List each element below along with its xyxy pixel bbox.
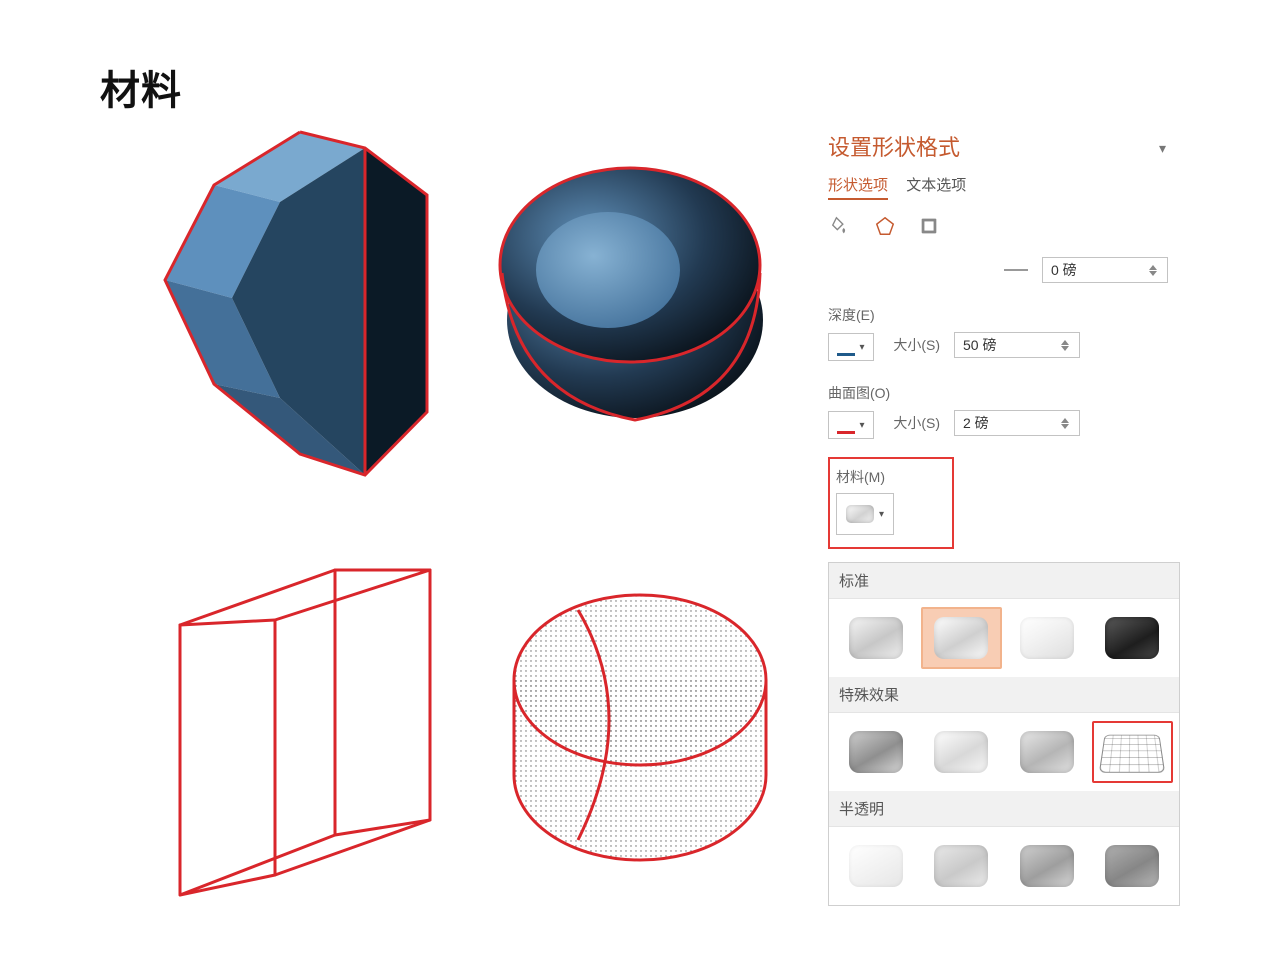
material-standard-1[interactable] bbox=[835, 607, 917, 669]
dash-icon bbox=[1004, 269, 1028, 271]
material-gallery: 标准 特殊效果 半透明 bbox=[828, 562, 1180, 906]
depth-section: 深度(E) ▾ 大小(S) 50 磅 bbox=[828, 305, 1168, 361]
material-translucent-2[interactable] bbox=[921, 835, 1003, 897]
contour-section: 曲面图(O) ▾ 大小(S) 2 磅 bbox=[828, 383, 1168, 439]
slide-title: 材料 bbox=[100, 58, 182, 116]
chevron-down-icon: ▾ bbox=[879, 509, 884, 520]
chevron-down-icon: ▾ bbox=[859, 342, 864, 353]
shape-solid-cylinder bbox=[490, 145, 770, 435]
material-preview-icon bbox=[846, 505, 874, 523]
material-standard-3[interactable] bbox=[1006, 607, 1088, 669]
depth-color-button[interactable]: ▾ bbox=[828, 333, 874, 361]
shape-wireframe-cylinder bbox=[500, 580, 780, 880]
gallery-section-translucent: 半透明 bbox=[829, 791, 1179, 827]
chevron-down-icon: ▾ bbox=[859, 420, 864, 431]
top-size-value: 0 磅 bbox=[1051, 260, 1077, 280]
pane-tabs: 形状选项 文本选项 bbox=[828, 174, 1168, 195]
tab-shape-options[interactable]: 形状选项 bbox=[828, 177, 888, 200]
material-special-1[interactable] bbox=[835, 721, 917, 783]
top-size-spinner[interactable]: 0 磅 bbox=[1042, 257, 1168, 283]
material-special-wireframe[interactable] bbox=[1092, 721, 1174, 783]
top-size-row: 0 磅 bbox=[828, 257, 1168, 283]
contour-size-label: 大小(S) bbox=[888, 413, 940, 433]
pane-category-icons bbox=[828, 213, 1168, 239]
bucket-icon bbox=[837, 417, 855, 434]
material-standard-4[interactable] bbox=[1092, 607, 1174, 669]
material-dropdown-button[interactable]: ▾ bbox=[836, 493, 894, 535]
pane-title: 设置形状格式 bbox=[828, 130, 1168, 162]
contour-size-value: 2 磅 bbox=[963, 413, 989, 433]
depth-size-spinner[interactable]: 50 磅 bbox=[954, 332, 1080, 358]
depth-label: 深度(E) bbox=[828, 305, 1168, 325]
material-special-3[interactable] bbox=[1006, 721, 1088, 783]
gallery-section-standard: 标准 bbox=[829, 563, 1179, 599]
pane-collapse-icon[interactable]: ▾ bbox=[1159, 140, 1166, 157]
gallery-section-special: 特殊效果 bbox=[829, 677, 1179, 713]
material-special-2[interactable] bbox=[921, 721, 1003, 783]
format-shape-pane: 设置形状格式 ▾ 形状选项 文本选项 0 磅 深度(E) bbox=[828, 130, 1168, 549]
material-label: 材料(M) bbox=[836, 467, 946, 487]
contour-label: 曲面图(O) bbox=[828, 383, 1168, 403]
shape-solid-hexagon bbox=[150, 120, 460, 500]
depth-size-value: 50 磅 bbox=[963, 335, 996, 355]
material-translucent-4[interactable] bbox=[1092, 835, 1174, 897]
bucket-icon bbox=[837, 339, 855, 356]
tab-text-options[interactable]: 文本选项 bbox=[906, 177, 966, 194]
material-translucent-1[interactable] bbox=[835, 835, 917, 897]
depth-size-label: 大小(S) bbox=[888, 335, 940, 355]
effects-icon[interactable] bbox=[872, 213, 898, 239]
material-standard-2[interactable] bbox=[921, 607, 1003, 669]
material-translucent-3[interactable] bbox=[1006, 835, 1088, 897]
contour-color-button[interactable]: ▾ bbox=[828, 411, 874, 439]
contour-size-spinner[interactable]: 2 磅 bbox=[954, 410, 1080, 436]
fill-line-icon[interactable] bbox=[828, 213, 854, 239]
shape-wireframe-cube bbox=[160, 555, 450, 925]
material-section-highlight: 材料(M) ▾ bbox=[828, 457, 954, 549]
size-properties-icon[interactable] bbox=[916, 213, 942, 239]
